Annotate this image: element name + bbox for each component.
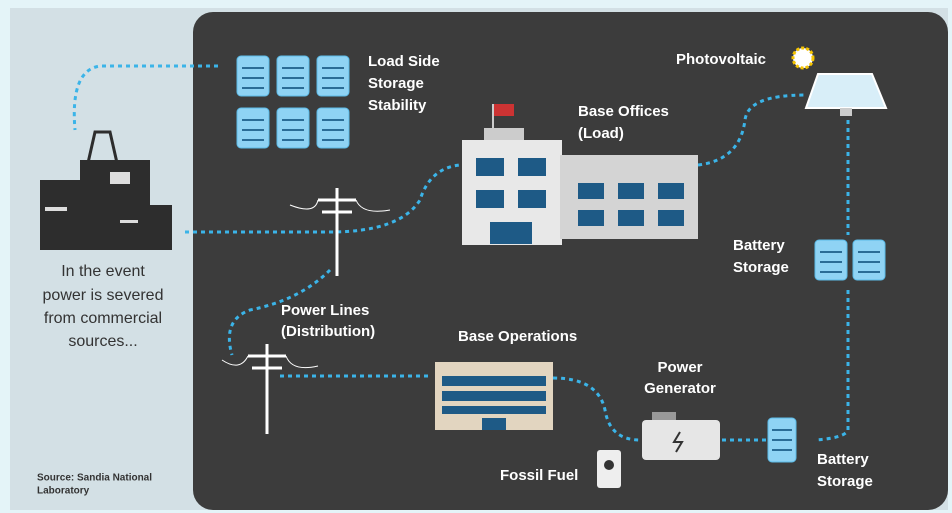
base-offices <box>462 104 698 245</box>
caption: power is severed <box>43 287 164 304</box>
generator <box>642 412 720 460</box>
factory <box>40 130 172 250</box>
label: Power <box>657 359 702 376</box>
source: Laboratory <box>37 486 90 497</box>
source: Source: Sandia National <box>37 473 152 484</box>
small-battery <box>767 417 797 463</box>
label: Load Side <box>368 53 440 70</box>
solar <box>791 46 888 116</box>
label: Photovoltaic <box>676 51 766 68</box>
label: Base Operations <box>458 328 577 345</box>
label: Battery <box>817 451 869 468</box>
label: Storage <box>368 75 424 92</box>
label: Stability <box>368 97 427 114</box>
caption: In the event <box>61 263 145 280</box>
label: Battery <box>733 237 785 254</box>
fuel-barrel <box>597 450 621 488</box>
label: Storage <box>817 473 873 490</box>
label: Power Lines <box>281 302 369 319</box>
label: Fossil Fuel <box>500 467 578 484</box>
label: (Load) <box>578 125 624 142</box>
power-poles <box>221 188 391 434</box>
label: Base Offices <box>578 103 669 120</box>
label: Storage <box>733 259 789 276</box>
label: Generator <box>644 380 716 397</box>
caption: sources... <box>68 333 137 350</box>
caption: from commercial <box>44 310 162 327</box>
connections <box>72 64 850 442</box>
base-operations <box>435 362 553 430</box>
battery-bank <box>236 55 350 149</box>
label: (Distribution) <box>281 323 375 340</box>
dark-panel <box>193 12 948 510</box>
